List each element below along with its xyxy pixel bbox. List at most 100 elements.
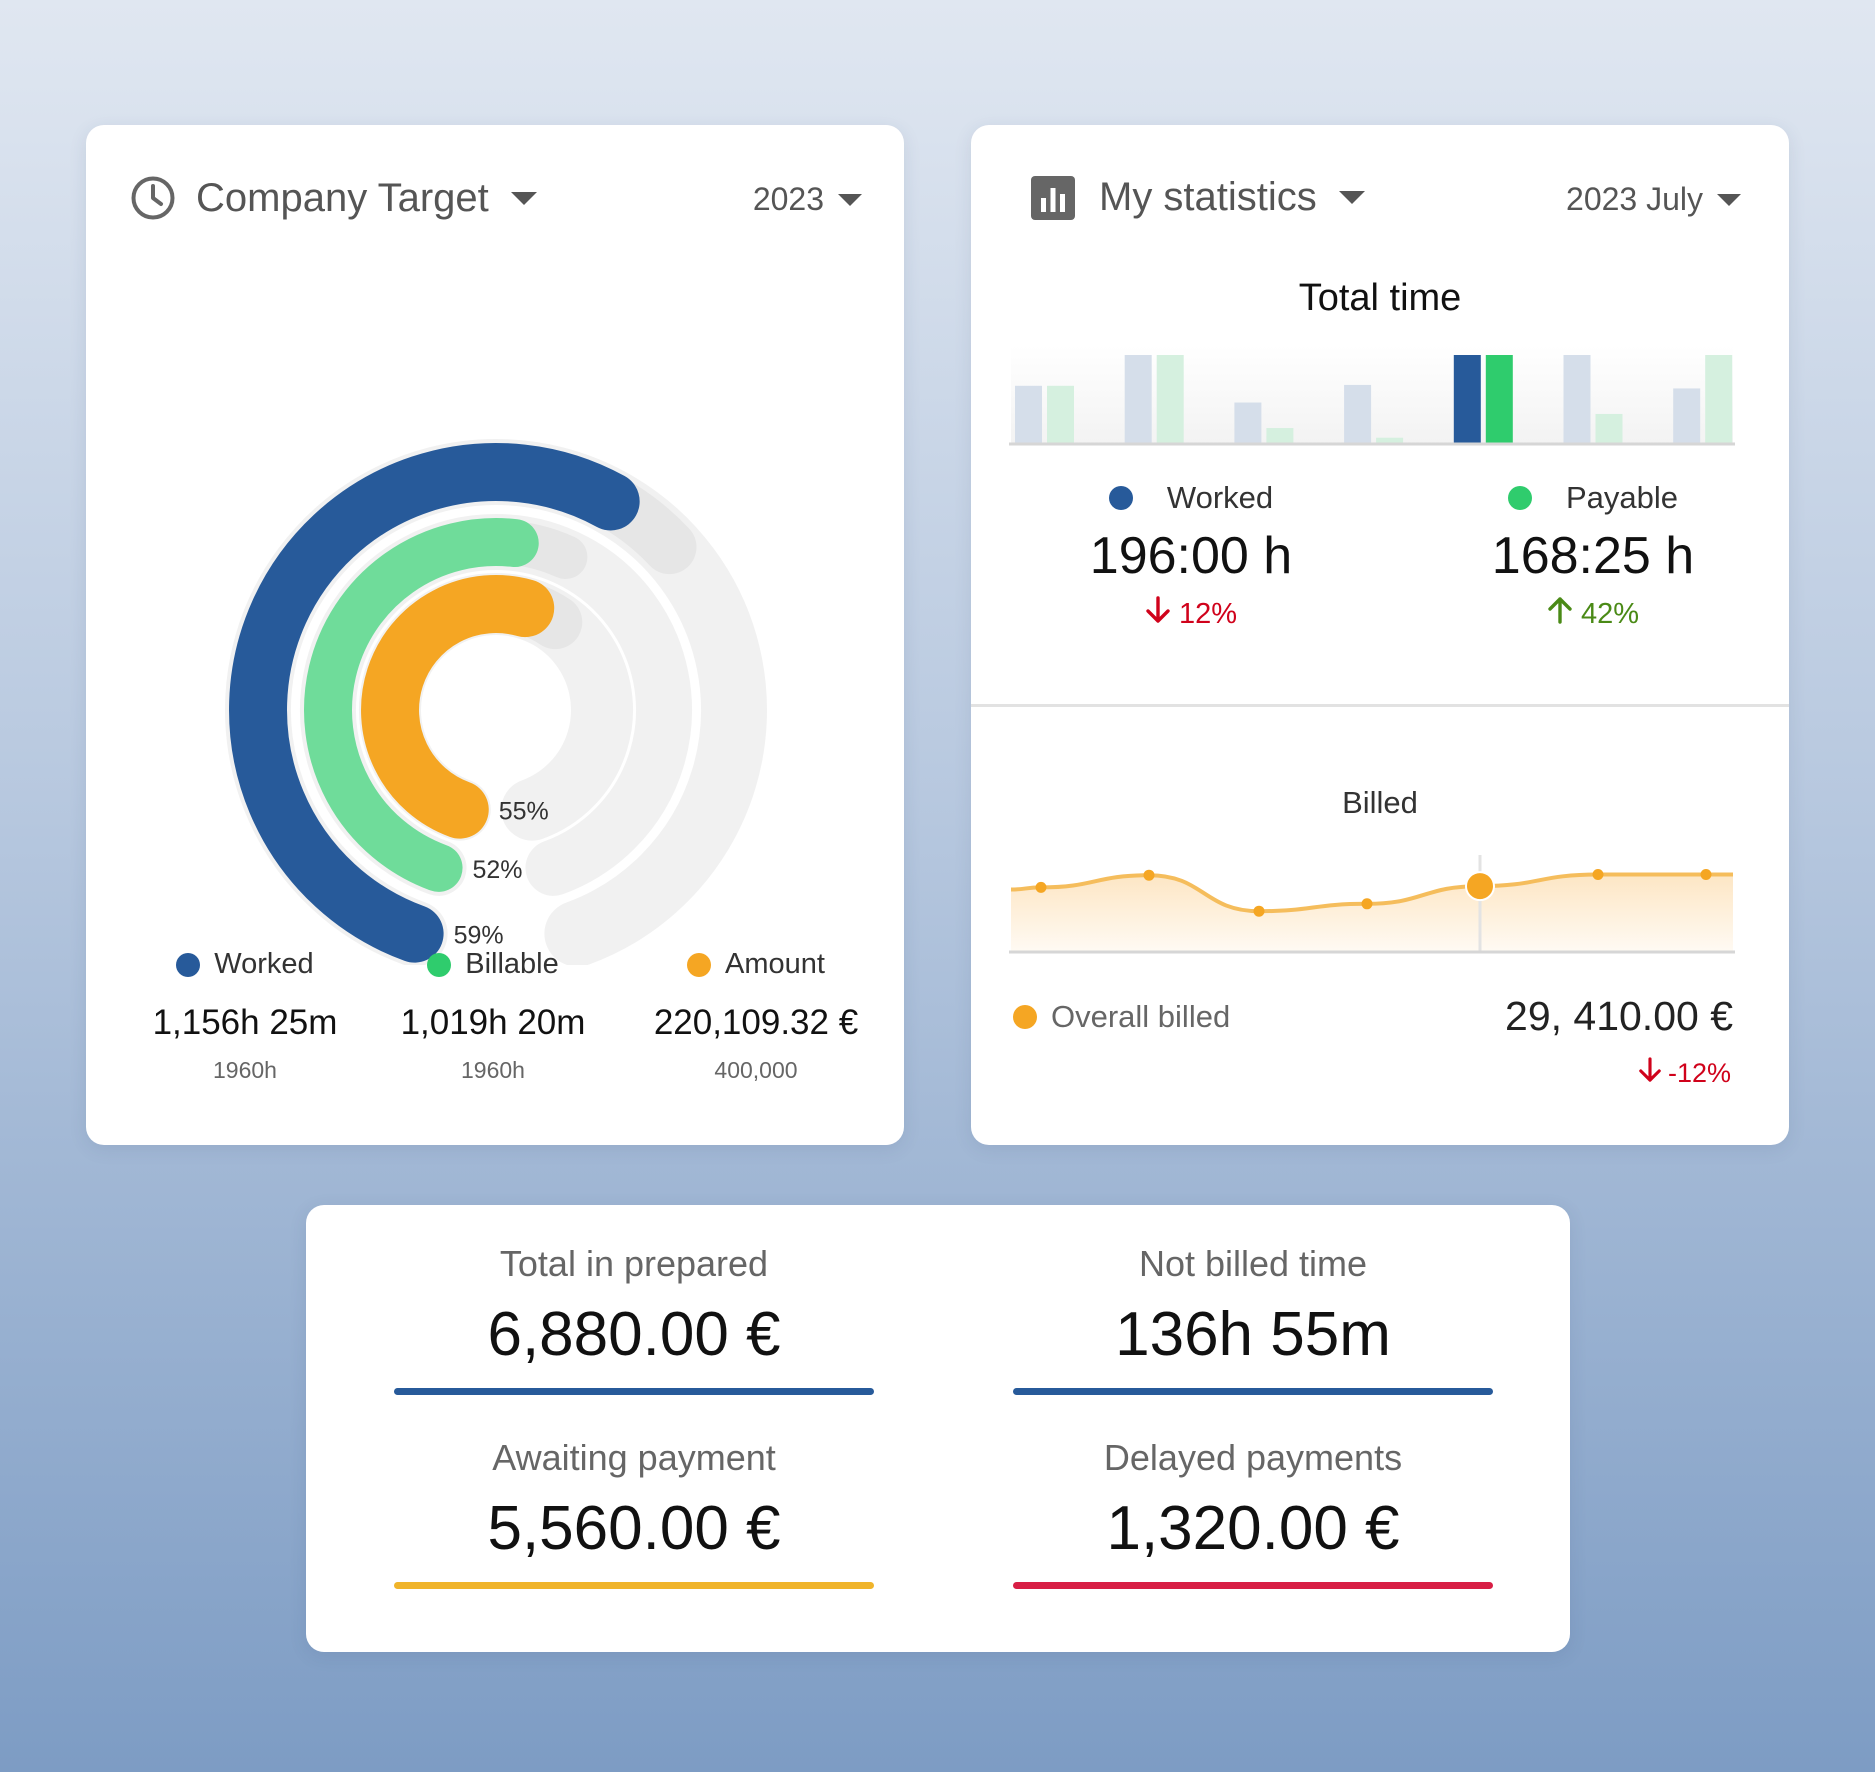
legend-label-text: Worked [214, 948, 314, 980]
ring-percent-label: 55% [499, 798, 549, 826]
worked-change-value: 12% [1178, 597, 1238, 630]
bar-payable[interactable] [1705, 355, 1733, 443]
legend-item-amount: Amount 220,109.32 € 400,000 [616, 948, 896, 1084]
summary-value: 6,880.00 € [487, 1300, 781, 1369]
company-target-header: Company Target 2023 [86, 165, 904, 225]
bar-payable[interactable] [1485, 355, 1513, 443]
legend-item-worked: Worked 1,156h 25m 1960h [105, 948, 385, 1084]
overall-billed-legend: Overall billed [1013, 999, 1230, 1035]
bar-payable[interactable] [1266, 428, 1294, 443]
bar-worked[interactable] [1673, 388, 1701, 443]
summary-value: 5,560.00 € [487, 1494, 781, 1563]
chevron-down-icon [1717, 193, 1741, 206]
overall-billed-value: 29, 410.00 € [1505, 993, 1733, 1039]
my-statistics-header: My statistics 2023 July [971, 165, 1789, 225]
payable-stat: Payable 168:25 h 42% [1443, 480, 1743, 632]
bar-worked[interactable] [1344, 384, 1372, 443]
bar-worked[interactable] [1015, 385, 1042, 443]
ring-percent-label: 59% [454, 922, 504, 950]
payable-label: Payable [1565, 480, 1679, 515]
legend-label: Billable [353, 948, 633, 981]
bar-worked[interactable] [1124, 355, 1152, 443]
summary-awaiting-payment: Awaiting payment 5,560.00 € [394, 1437, 874, 1589]
billed-point[interactable] [1700, 869, 1712, 880]
legend-dot-icon [427, 952, 452, 977]
worked-stat: Worked 196:00 h 12% [1041, 480, 1341, 632]
chevron-down-icon [838, 193, 862, 206]
payable-change-value: 42% [1580, 597, 1640, 630]
legend-label: Amount [616, 948, 896, 981]
total-time-title: Total time [1298, 277, 1462, 319]
bar-payable[interactable] [1376, 437, 1404, 443]
company-target-title: Company Target [196, 175, 489, 220]
month-selector[interactable]: 2023 July [1566, 181, 1741, 218]
arrow-down-icon [1638, 1057, 1662, 1090]
summary-delayed-payments: Delayed payments 1,320.00 € [1013, 1437, 1493, 1589]
company-target-card: Company Target 2023 59% 52% 55% Worked 1,15… [86, 125, 904, 1145]
summary-total-prepared: Total in prepared 6,880.00 € [394, 1243, 874, 1395]
payable-value: 168:25 h [1491, 527, 1695, 585]
year-selector-label: 2023 [752, 181, 824, 217]
billed-area [1011, 874, 1733, 951]
chevron-down-icon [1338, 191, 1365, 204]
billed-title: Billed [1342, 785, 1418, 820]
bar-worked[interactable] [1234, 402, 1262, 443]
chart-background [1011, 345, 1733, 443]
billed-point[interactable] [1035, 881, 1047, 893]
summary-card: Total in prepared 6,880.00 € Not billed … [306, 1205, 1570, 1652]
company-target-dropdown[interactable]: Company Target [130, 175, 537, 221]
legend-item-billable: Billable 1,019h 20m 1960h [353, 948, 633, 1084]
billed-dot-icon [1013, 1005, 1037, 1029]
summary-underline [394, 1388, 874, 1395]
ring-worked [229, 443, 640, 963]
clock-icon [130, 175, 176, 221]
bar-worked[interactable] [1563, 355, 1591, 443]
my-statistics-card: My statistics 2023 July Total time Worke… [971, 125, 1789, 1145]
my-statistics-dropdown[interactable]: My statistics [1031, 175, 1365, 220]
legend-dot-icon [687, 952, 712, 977]
legend-label-text: Amount [725, 948, 825, 980]
summary-label: Awaiting payment [492, 1437, 776, 1478]
legend-target: 1960h [213, 1057, 277, 1083]
ring-amount [361, 575, 555, 839]
billed-chart [1009, 855, 1735, 954]
arrow-up-icon [1547, 596, 1573, 632]
legend-label: Worked [105, 948, 385, 981]
total-time-chart [1009, 345, 1735, 446]
summary-label: Delayed payments [1103, 1437, 1403, 1478]
summary-underline [394, 1582, 874, 1589]
bar-payable[interactable] [1595, 413, 1623, 443]
legend-value: 1,019h 20m [400, 1003, 586, 1042]
worked-value: 196:00 h [1089, 527, 1293, 585]
legend-value: 220,109.32 € [653, 1003, 859, 1042]
bar-chart-icon [1031, 175, 1075, 220]
summary-underline [1013, 1388, 1493, 1395]
bar-worked[interactable] [1453, 355, 1481, 443]
bar-payable[interactable] [1047, 385, 1074, 443]
summary-not-billed-time: Not billed time 136h 55m [1013, 1243, 1493, 1395]
worked-dot-icon [1108, 486, 1133, 510]
summary-label: Not billed time [1138, 1243, 1368, 1284]
billed-point[interactable] [1592, 869, 1604, 880]
summary-underline [1013, 1582, 1493, 1589]
summary-value: 136h 55m [1115, 1300, 1391, 1369]
billed-point[interactable] [1253, 905, 1265, 917]
ring-percent-label: 52% [473, 856, 523, 884]
billed-point[interactable] [1143, 869, 1155, 881]
overall-billed-label: Overall billed [1051, 999, 1231, 1034]
payable-change: 42% [1443, 596, 1743, 632]
legend-target: 400,000 [714, 1057, 798, 1083]
bar-payable[interactable] [1156, 355, 1184, 443]
billed-point[interactable] [1361, 898, 1373, 910]
my-statistics-title: My statistics [1099, 175, 1317, 219]
year-selector[interactable]: 2023 [753, 181, 862, 218]
ring-billable [304, 518, 539, 892]
section-divider [971, 704, 1789, 707]
legend-target: 1960h [461, 1057, 525, 1083]
chevron-down-icon [510, 191, 537, 205]
worked-change: 12% [1041, 596, 1341, 632]
legend-label-text: Billable [465, 948, 559, 980]
summary-value: 1,320.00 € [1106, 1494, 1400, 1563]
legend-dot-icon [176, 952, 201, 977]
billed-point[interactable] [1465, 871, 1495, 902]
